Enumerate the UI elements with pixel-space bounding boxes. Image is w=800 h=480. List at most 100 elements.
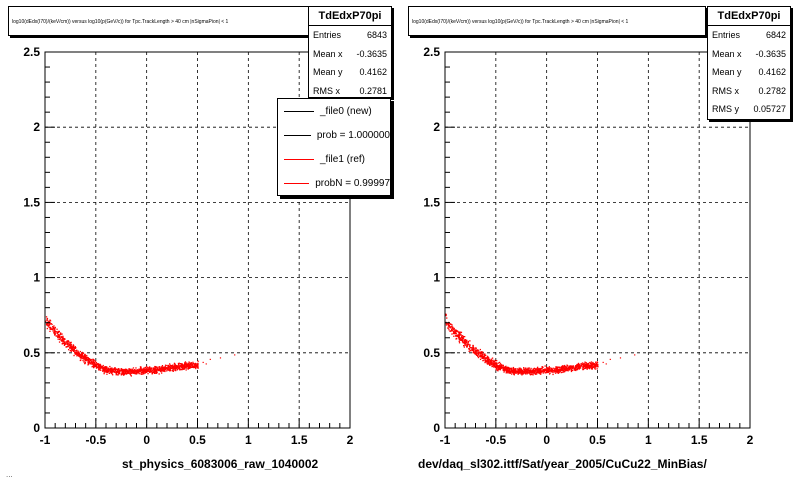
scatter-point	[183, 368, 185, 370]
scatter-point	[110, 368, 112, 371]
scatter-point	[62, 340, 65, 342]
scatter-point	[80, 355, 83, 358]
scatter-point	[548, 366, 550, 368]
y-tick-label: 1.5	[423, 195, 440, 209]
scatter-point	[187, 362, 189, 364]
scatter-point	[456, 330, 458, 333]
scatter-point	[490, 360, 492, 362]
scatter-point	[574, 367, 577, 370]
scatter-point	[569, 366, 571, 368]
scatter-point	[594, 364, 596, 366]
scatter-point	[524, 372, 527, 374]
scatter-point	[67, 341, 69, 343]
scatter-point	[65, 346, 67, 348]
scatter-point	[488, 359, 490, 362]
scatter-point	[163, 368, 165, 370]
scatter-point	[446, 317, 448, 319]
scatter-point	[106, 370, 108, 372]
scatter-point	[536, 371, 539, 373]
scatter-point	[546, 370, 548, 373]
scatter-point	[76, 355, 78, 357]
scatter-point	[492, 359, 494, 361]
stats-row: Mean y 0.4162	[708, 63, 790, 82]
scatter-point	[138, 371, 140, 373]
scatter-point	[586, 368, 588, 370]
scatter-point	[96, 367, 98, 369]
scatter-point	[58, 330, 60, 333]
stats-label: Mean x	[712, 48, 742, 59]
scatter-point	[481, 354, 483, 356]
scatter-point	[473, 350, 475, 353]
scatter-point	[72, 348, 74, 350]
scatter-point	[512, 366, 515, 369]
scatter-point	[523, 369, 525, 372]
scatter-point	[458, 332, 460, 334]
scatter-point	[118, 368, 120, 371]
scatter-point	[175, 367, 177, 370]
scatter-point	[129, 368, 131, 370]
scatter-point	[93, 364, 95, 367]
scatter-point	[455, 338, 457, 340]
y-tick-label: 2	[33, 120, 40, 134]
scatter-point	[175, 367, 177, 369]
scatter-point	[507, 368, 509, 370]
stats-label: Entries	[313, 30, 342, 40]
scatter-point	[74, 350, 76, 352]
scatter-point	[49, 327, 51, 330]
scatter-point	[87, 359, 89, 362]
scatter-point	[73, 354, 75, 357]
scatter-point	[505, 370, 507, 372]
scatter-point	[181, 363, 183, 365]
scatter-point	[48, 320, 50, 322]
scatter-point	[60, 336, 62, 338]
scatter-point	[135, 367, 137, 369]
scatter-point	[484, 357, 486, 359]
scatter-point	[164, 370, 166, 373]
scatter-point	[591, 366, 593, 369]
scatter-point	[515, 368, 517, 370]
scatter-point	[49, 330, 51, 332]
scatter-point	[165, 368, 167, 370]
scatter-point	[54, 332, 56, 335]
scatter-point	[488, 358, 491, 360]
scatter-point	[60, 339, 62, 341]
scatter-point	[147, 366, 149, 369]
scatter-point	[84, 363, 86, 365]
scatter-point	[526, 373, 528, 375]
scatter-point	[136, 369, 138, 371]
scatter-point	[64, 341, 66, 343]
scatter-point	[453, 327, 455, 330]
scatter-point	[112, 374, 114, 376]
scatter-point	[455, 334, 457, 336]
scatter-point	[95, 365, 97, 367]
scatter-point	[509, 372, 511, 374]
scatter-point	[454, 332, 457, 334]
scatter-point	[129, 373, 131, 375]
scatter-point	[447, 323, 449, 325]
scatter-point	[167, 368, 169, 370]
scatter-point	[533, 369, 536, 371]
scatter-point	[469, 347, 471, 349]
scatter-point	[456, 334, 458, 337]
scatter-point	[507, 366, 509, 368]
scatter-point	[85, 356, 88, 358]
scatter-point	[559, 370, 562, 372]
scatter-point	[79, 357, 82, 359]
scatter-point	[51, 323, 53, 326]
scatter-point	[62, 339, 64, 341]
scatter-point	[496, 364, 498, 366]
scatter-point	[76, 353, 78, 355]
scatter-point	[81, 353, 84, 356]
scatter-point	[492, 360, 494, 362]
scatter-point	[138, 372, 140, 374]
scatter-point	[81, 352, 83, 354]
scatter-point	[581, 363, 583, 366]
x-tick-label: 1	[245, 433, 252, 447]
scatter-point	[101, 365, 103, 368]
scatter-point	[143, 373, 145, 375]
scatter-point	[485, 354, 487, 356]
scatter-point	[574, 369, 576, 371]
scatter-point	[166, 364, 168, 367]
scatter-point	[75, 350, 78, 352]
scatter-point	[479, 348, 481, 351]
